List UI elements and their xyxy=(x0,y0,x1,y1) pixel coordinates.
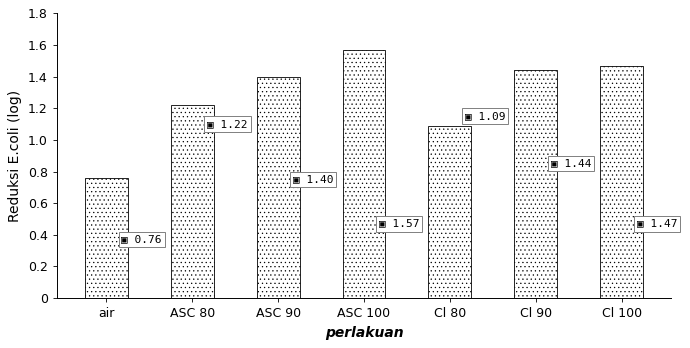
Text: ▣ 1.40: ▣ 1.40 xyxy=(293,174,334,184)
Text: ▣ 0.76: ▣ 0.76 xyxy=(121,235,162,245)
X-axis label: perlakuan: perlakuan xyxy=(325,326,404,340)
Text: ▣ 1.57: ▣ 1.57 xyxy=(379,219,420,229)
Text: ▣ 1.09: ▣ 1.09 xyxy=(465,111,506,121)
Bar xyxy=(85,178,128,298)
Bar xyxy=(170,105,214,298)
Bar xyxy=(257,77,299,298)
Y-axis label: Reduksi E.coli (log): Reduksi E.coli (log) xyxy=(8,90,22,222)
Bar xyxy=(600,65,643,298)
Text: ▣ 1.47: ▣ 1.47 xyxy=(637,219,677,229)
Bar xyxy=(428,126,471,298)
Bar xyxy=(514,70,558,298)
Text: ▣ 1.44: ▣ 1.44 xyxy=(551,159,591,169)
Text: ▣ 1.22: ▣ 1.22 xyxy=(207,119,248,129)
Bar xyxy=(342,50,386,298)
